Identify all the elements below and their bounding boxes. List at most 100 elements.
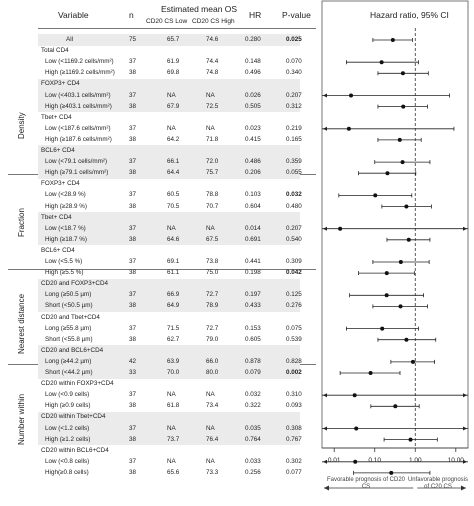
row-n: 37 — [129, 224, 137, 232]
row-pvalue: 0.359 — [286, 158, 302, 166]
hr-point — [384, 293, 389, 298]
row-label: Long (≥44.2 µm) — [45, 357, 92, 365]
ci-arrow-left — [323, 459, 327, 464]
row-band — [38, 234, 300, 246]
row-os-low: 64.4 — [167, 169, 180, 177]
row-hr: 0.433 — [245, 302, 261, 310]
row-pvalue: 0.309 — [286, 258, 302, 265]
row-label: Low (<403.1 cells/mm²) — [45, 91, 111, 99]
row-pvalue: 0.002 — [286, 369, 302, 376]
row-n: 42 — [129, 357, 137, 365]
row-pvalue: 0.302 — [286, 457, 302, 465]
row-os-high: NA — [206, 424, 215, 432]
row-label: High (≥403.1 cells/mm²) — [45, 102, 112, 110]
row-hr: 0.197 — [245, 291, 261, 299]
row-n: 37 — [129, 424, 137, 432]
ci-arrow-right — [463, 426, 467, 431]
row-label: High (≥79.1 cells/mm²) — [45, 169, 109, 177]
row-hr: 0.415 — [245, 135, 261, 143]
favorable-arrowhead — [324, 485, 329, 491]
row-n: 37 — [129, 258, 137, 265]
row-pvalue: 0.310 — [286, 391, 302, 399]
row-label: BCL6+ CD4 — [41, 246, 75, 254]
row-n: 37 — [129, 191, 137, 199]
row-os-high: NA — [206, 457, 215, 465]
ci-arrow-left — [323, 393, 327, 398]
row-pvalue: 0.207 — [286, 224, 302, 232]
row-pvalue: 0.767 — [286, 435, 302, 443]
row-label: CD20 and FOXP3+CD4 — [41, 280, 109, 288]
row-band — [38, 356, 300, 368]
row-label: High (≥1169.2 cells/mm²) — [45, 69, 115, 77]
row-label: Low (<1.2 cells) — [45, 424, 90, 432]
row-os-high: 74.6 — [206, 36, 219, 43]
row-os-high: NA — [206, 91, 215, 99]
row-band — [38, 223, 300, 235]
hr-point — [385, 171, 390, 176]
row-os-low: 67.9 — [167, 102, 180, 110]
header-cd20-high: CD20 CS High — [192, 18, 235, 25]
hr-point — [410, 359, 415, 364]
hr-point — [349, 93, 354, 98]
row-label: Low (<79.1 cells/mm²) — [45, 158, 108, 166]
row-band — [38, 212, 300, 224]
row-os-low: 62.7 — [167, 335, 180, 343]
row-os-high: 72.5 — [206, 102, 219, 110]
row-n: 37 — [129, 91, 137, 99]
row-label: Low (<187.6 cells/mm²) — [45, 124, 111, 132]
ci-arrow-right — [463, 459, 467, 464]
row-label: High (≥18.7 %) — [45, 235, 87, 243]
row-pvalue: 0.055 — [286, 169, 302, 177]
row-band — [38, 367, 300, 379]
hr-point — [408, 437, 413, 442]
favorable-note: Favorable prognosis of CD20 CS — [326, 477, 406, 490]
ci-arrow-left — [323, 93, 327, 98]
header-n: n — [129, 10, 134, 20]
row-n: 38 — [129, 468, 137, 476]
x-tick-label: 1.00 — [409, 457, 422, 464]
row-label: Short (<55.8 µm) — [45, 335, 93, 343]
row-pvalue: 0.042 — [286, 269, 302, 277]
row-hr: 0.605 — [245, 335, 261, 343]
row-os-low: NA — [167, 457, 176, 465]
row-pvalue: 0.480 — [286, 202, 302, 210]
row-n: 38 — [129, 235, 137, 243]
row-os-low: NA — [167, 424, 176, 432]
row-os-high: 74.4 — [206, 58, 219, 66]
hr-point — [368, 371, 373, 375]
row-hr: 0.079 — [245, 369, 261, 376]
x-tick-label: 10.00 — [448, 457, 465, 464]
row-os-low: 64.9 — [167, 302, 180, 310]
row-n: 37 — [129, 124, 137, 132]
row-pvalue: 0.032 — [286, 191, 302, 199]
hr-point — [380, 326, 385, 331]
row-os-low: 60.5 — [167, 191, 180, 199]
row-os-low: 65.7 — [167, 36, 180, 43]
header-cd20-low: CD20 CS Low — [146, 18, 188, 25]
row-os-high: 79.0 — [206, 335, 219, 343]
hr-point — [397, 137, 402, 142]
row-os-low: 70.0 — [167, 369, 180, 376]
row-os-high: 76.4 — [206, 435, 219, 443]
row-label: High (≥5.5 %) — [45, 269, 84, 277]
row-label: High (≥1.2 cells) — [45, 435, 91, 443]
row-os-low: 61.8 — [167, 402, 180, 410]
hr-point — [390, 38, 395, 42]
row-pvalue: 0.093 — [286, 402, 302, 410]
x-tick-label: 0.10 — [368, 457, 381, 464]
row-label: All — [66, 36, 73, 43]
x-tick-label: 0.01 — [328, 457, 341, 464]
header-variable: Variable — [58, 10, 89, 20]
hr-point — [404, 337, 409, 342]
header-rule — [38, 28, 316, 29]
header-hazard-ratio: Hazard ratio, 95% CI — [370, 10, 449, 20]
row-os-low: 70.5 — [167, 202, 180, 210]
row-label: CD20 within FOXP3+CD4 — [41, 380, 114, 388]
row-n: 75 — [129, 36, 137, 43]
row-os-low: 69.1 — [167, 258, 180, 265]
row-n: 38 — [129, 302, 137, 310]
row-band — [38, 167, 300, 179]
row-os-high: 73.3 — [206, 468, 219, 476]
row-os-low: 64.6 — [167, 235, 180, 243]
